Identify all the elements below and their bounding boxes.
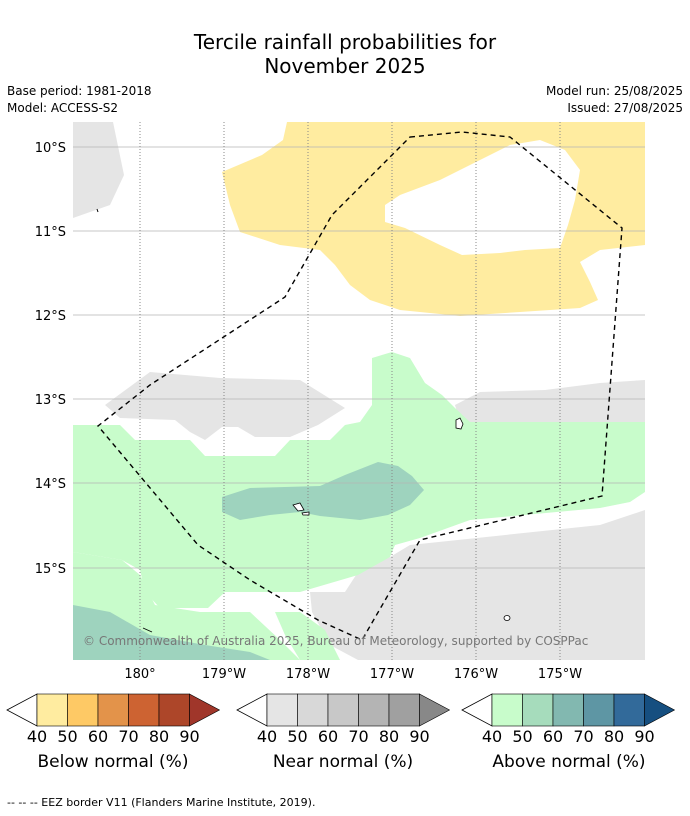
lon-label-179w: 179°W: [202, 667, 246, 682]
near-normal-region-northwest: [73, 122, 124, 218]
near-normal-colorbar-low-extend: [236, 693, 268, 727]
near-normal-colorbar-swatch: [266, 693, 298, 727]
below-normal-label: Below normal (%): [37, 752, 189, 772]
near-normal-colorbar-swatch: [327, 693, 359, 727]
map-plot-area: © Commonwealth of Australia 2025, Bureau…: [73, 122, 645, 660]
copyright-text: © Commonwealth of Australia 2025, Bureau…: [83, 634, 588, 648]
latitude-labels: 10°S 11°S 12°S 13°S 14°S 15°S: [35, 141, 66, 577]
below-normal-colorbar-swatch: [158, 693, 190, 727]
near-normal-colorbar-swatch: [388, 693, 420, 727]
above-normal-colorbar-tick: 80: [604, 727, 624, 746]
below-normal-colorbar-tick: 90: [179, 727, 199, 746]
near-normal-colorbar-tick: 80: [379, 727, 399, 746]
eez-footnote: -- -- -- EEZ border V11 (Flanders Marine…: [7, 796, 316, 809]
below-normal-colorbar-tick: 80: [149, 727, 169, 746]
lat-label-13s: 13°S: [35, 393, 66, 408]
island-futuna: [301, 511, 310, 516]
above-normal-colorbar-swatch: [552, 693, 584, 727]
island-northwest: [96, 208, 99, 213]
eez-border: [96, 131, 623, 641]
near-normal-colorbar-high-extend: [419, 693, 451, 727]
island-southwest: [142, 627, 153, 633]
lon-label-177w: 177°W: [370, 667, 414, 682]
below-normal-colorbar-tick: 40: [27, 727, 47, 746]
lon-label-175w: 175°W: [538, 667, 582, 682]
below-normal-colorbar-swatch: [67, 693, 99, 727]
above-normal-colorbar-tick: 40: [482, 727, 502, 746]
island-outlines: [142, 417, 511, 633]
colorbars: 40 50 60 70 80 90 40 50 60 70 80 90 40 50 60 70 80 90: [6, 693, 676, 746]
meta-right: Model run: 25/08/2025 Issued: 27/08/2025: [546, 83, 683, 117]
above-normal-60-region-southwest: [73, 605, 270, 660]
longitude-labels: 180° 179°W 178°W 177°W 176°W 175°W: [124, 667, 582, 682]
title-line-1: Tercile rainfall probabilities for: [193, 30, 497, 54]
near-normal-colorbar-tick: 50: [287, 727, 307, 746]
above-normal-colorbar-swatch: [522, 693, 554, 727]
near-normal-region-central: [105, 372, 345, 440]
model-run: Model run: 25/08/2025: [545, 84, 683, 98]
near-normal-region-southeast: [310, 510, 645, 660]
above-normal-colorbar-high-extend: [644, 693, 676, 727]
above-normal-colorbar-tick: 60: [543, 727, 563, 746]
below-normal-colorbar-tick: 50: [57, 727, 77, 746]
issued-date: Issued: 27/08/2025: [567, 101, 683, 115]
lon-label-178w: 178°W: [286, 667, 330, 682]
latitude-gridlines: [73, 146, 645, 569]
near-normal-colorbar-tick: 90: [409, 727, 429, 746]
below-normal-colorbar-swatch: [128, 693, 160, 727]
above-normal-60-region: [222, 462, 424, 520]
meta-left: Base period: 1981-2018 Model: ACCESS-S2: [7, 83, 152, 117]
no-dominant-tercile-hole: [385, 140, 580, 255]
lat-label-15s: 15°S: [35, 562, 66, 577]
island-southeast: [503, 615, 511, 621]
above-normal-colorbar-tick: 70: [573, 727, 593, 746]
near-normal-colorbar-swatch: [297, 693, 329, 727]
above-normal-colorbar: 40 50 60 70 80 90: [461, 693, 676, 746]
lon-label-180: 180°: [124, 667, 155, 682]
lat-label-14s: 14°S: [35, 477, 66, 492]
below-normal-colorbar-swatch: [97, 693, 129, 727]
lat-label-12s: 12°S: [35, 309, 66, 324]
near-normal-label: Near normal (%): [272, 752, 414, 772]
island-lau-group: [455, 417, 464, 430]
title-line-2: November 2025: [264, 54, 426, 78]
below-normal-colorbar-high-extend: [189, 693, 221, 727]
near-normal-colorbar-tick: 70: [348, 727, 368, 746]
near-normal-region-east: [455, 380, 645, 422]
near-normal-colorbar-tick: 60: [318, 727, 338, 746]
below-normal-colorbar-low-extend: [6, 693, 38, 727]
near-normal-colorbar-tick: 40: [257, 727, 277, 746]
island-wallis: [292, 502, 305, 512]
above-normal-colorbar-swatch: [613, 693, 645, 727]
above-normal-colorbar-swatch: [491, 693, 523, 727]
above-normal-colorbar-low-extend: [461, 693, 493, 727]
lat-label-10s: 10°S: [35, 141, 66, 156]
model-name: Model: ACCESS-S2: [7, 101, 119, 115]
near-normal-colorbar-swatch: [358, 693, 390, 727]
base-period: Base period: 1981-2018: [7, 84, 152, 98]
below-normal-colorbar-swatch: [36, 693, 68, 727]
above-normal-colorbar-tick: 90: [634, 727, 654, 746]
lon-label-176w: 176°W: [454, 667, 498, 682]
below-normal-colorbar-tick: 60: [88, 727, 108, 746]
below-normal-colorbar: 40 50 60 70 80 90: [6, 693, 221, 746]
near-normal-colorbar: 40 50 60 70 80 90: [236, 693, 451, 746]
above-normal-colorbar-tick: 50: [512, 727, 532, 746]
chart-title: Tercile rainfall probabilities for Novem…: [0, 30, 690, 78]
above-normal-label: Above normal (%): [492, 752, 646, 772]
above-normal-colorbar-swatch: [583, 693, 615, 727]
lat-label-11s: 11°S: [35, 225, 66, 240]
below-normal-colorbar-tick: 70: [118, 727, 138, 746]
